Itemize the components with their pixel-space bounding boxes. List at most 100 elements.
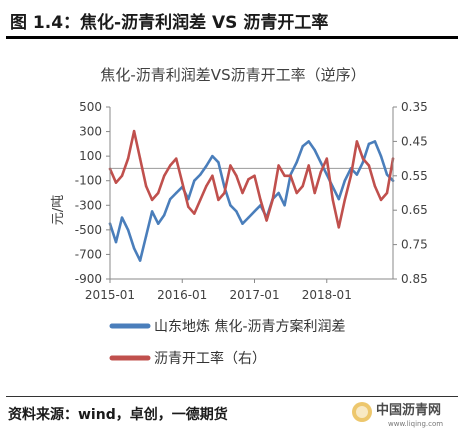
watermark-subtext: www.liqing.com (388, 420, 443, 428)
x-tick-label: 2018-01 (302, 288, 352, 302)
data-point-series-2 (301, 184, 304, 188)
series-layer (108, 129, 395, 262)
data-point-series-1 (337, 197, 341, 201)
axis-layer: 500 300 100 -100 -300 -500 -700 -900 0.35 0.45 0.5… (75, 100, 428, 302)
source-note: 资料来源：wind，卓创，一德期货 (8, 407, 228, 423)
data-point-series-2 (175, 157, 178, 160)
y2-tick-label: 0.65 (401, 203, 428, 217)
chart-svg: 焦化-沥青利润差VS沥青开工率（逆序） 元/吨 500 300 100 -100 -30… (51, 66, 428, 367)
data-point-series-2 (313, 191, 316, 195)
data-point-series-1 (385, 173, 389, 176)
data-point-series-1 (355, 173, 359, 176)
data-point-series-2 (120, 174, 124, 177)
legend-label-2: 沥青开工率（右） (154, 350, 266, 367)
chart: 焦化-沥青利润差VS沥青开工率（逆序） 元/吨 500 300 100 -100 -30… (0, 44, 466, 394)
data-point-series-2 (247, 178, 250, 181)
data-point-series-1 (253, 210, 256, 213)
data-point-series-2 (205, 184, 208, 188)
data-point-series-2 (193, 212, 196, 215)
chart-title: 焦化-沥青利润差VS沥青开工率（逆序） (100, 66, 365, 84)
data-point-series-1 (217, 161, 220, 164)
data-point-series-2 (265, 219, 268, 222)
y2-tick-label: 0.55 (401, 169, 428, 183)
data-point-series-1 (301, 145, 304, 148)
data-point-series-1 (150, 210, 154, 213)
data-point-series-2 (229, 164, 232, 167)
data-point-series-1 (373, 140, 377, 143)
data-point-series-2 (295, 191, 298, 195)
data-point-series-2 (114, 181, 118, 184)
data-point-series-1 (132, 247, 136, 250)
legend-label-1: 山东地炼 焦化-沥青方案利润差 (154, 318, 346, 335)
data-point-series-1 (156, 222, 160, 225)
data-point-series-2 (241, 191, 244, 195)
data-point-series-1 (235, 210, 238, 213)
y-tick-label: 300 (79, 125, 102, 139)
data-point-series-1 (319, 161, 322, 164)
data-point-series-2 (253, 174, 256, 177)
data-point-series-1 (199, 173, 202, 176)
x-tick-label: 2017-01 (229, 288, 279, 302)
y-tick-label: -500 (75, 223, 102, 237)
data-point-series-2 (235, 174, 238, 177)
y2-tick-label: 0.85 (401, 272, 428, 286)
series-line-1 (108, 140, 395, 262)
data-point-series-2 (181, 181, 184, 184)
data-point-series-1 (241, 222, 244, 225)
data-point-series-2 (144, 184, 148, 188)
y2-tick-label: 0.75 (401, 238, 428, 252)
y-axis-label: 元/吨 (51, 195, 66, 225)
data-point-series-2 (223, 191, 226, 195)
watermark-logo: 中国沥青网 www.liqing.com (352, 402, 443, 428)
data-point-series-1 (229, 204, 232, 207)
data-point-series-2 (337, 226, 341, 229)
data-point-series-2 (156, 191, 160, 195)
data-point-series-2 (150, 198, 154, 202)
data-point-series-2 (259, 198, 262, 202)
data-point-series-2 (367, 164, 371, 167)
data-point-series-1 (379, 154, 383, 158)
data-point-series-2 (187, 205, 190, 208)
data-point-series-1 (283, 204, 286, 207)
y-tick-label: -300 (75, 198, 102, 212)
header-divider (6, 36, 458, 39)
data-point-series-2 (126, 157, 130, 160)
data-point-series-2 (169, 164, 172, 167)
data-point-series-1 (126, 228, 130, 232)
data-point-series-1 (144, 234, 148, 238)
data-point-series-2 (217, 198, 220, 202)
footer-divider (6, 396, 458, 397)
y-tick-label: 100 (79, 149, 102, 163)
data-point-series-2 (211, 174, 214, 177)
x-tick-label: 2015-01 (85, 288, 135, 302)
data-point-series-2 (307, 164, 310, 167)
data-point-series-1 (307, 140, 310, 143)
data-point-series-1 (325, 173, 328, 176)
data-point-series-2 (277, 164, 280, 167)
data-point-series-2 (361, 157, 365, 160)
data-point-series-2 (283, 174, 286, 177)
data-point-series-1 (295, 161, 298, 164)
data-point-series-2 (331, 198, 334, 202)
data-point-series-2 (373, 184, 377, 188)
data-point-series-1 (367, 142, 371, 146)
data-point-series-1 (114, 240, 118, 244)
watermark-text: 中国沥青网 (376, 402, 441, 418)
data-point-series-2 (162, 174, 166, 177)
data-point-series-1 (120, 216, 124, 219)
y-tick-label: -700 (75, 247, 102, 261)
data-point-series-1 (247, 216, 250, 219)
data-point-series-1 (211, 154, 214, 158)
data-point-series-1 (169, 197, 172, 201)
data-point-series-2 (355, 140, 359, 143)
series-line-2 (108, 129, 395, 229)
data-point-series-1 (313, 148, 316, 152)
data-point-series-1 (175, 191, 178, 195)
data-point-series-2 (319, 171, 322, 174)
data-point-series-1 (138, 259, 142, 262)
data-point-series-1 (162, 213, 166, 217)
page-title: 图 1.4：焦化-沥青利润差 VS 沥青开工率 (10, 13, 329, 33)
data-point-series-2 (271, 198, 274, 202)
data-point-series-1 (277, 191, 280, 195)
